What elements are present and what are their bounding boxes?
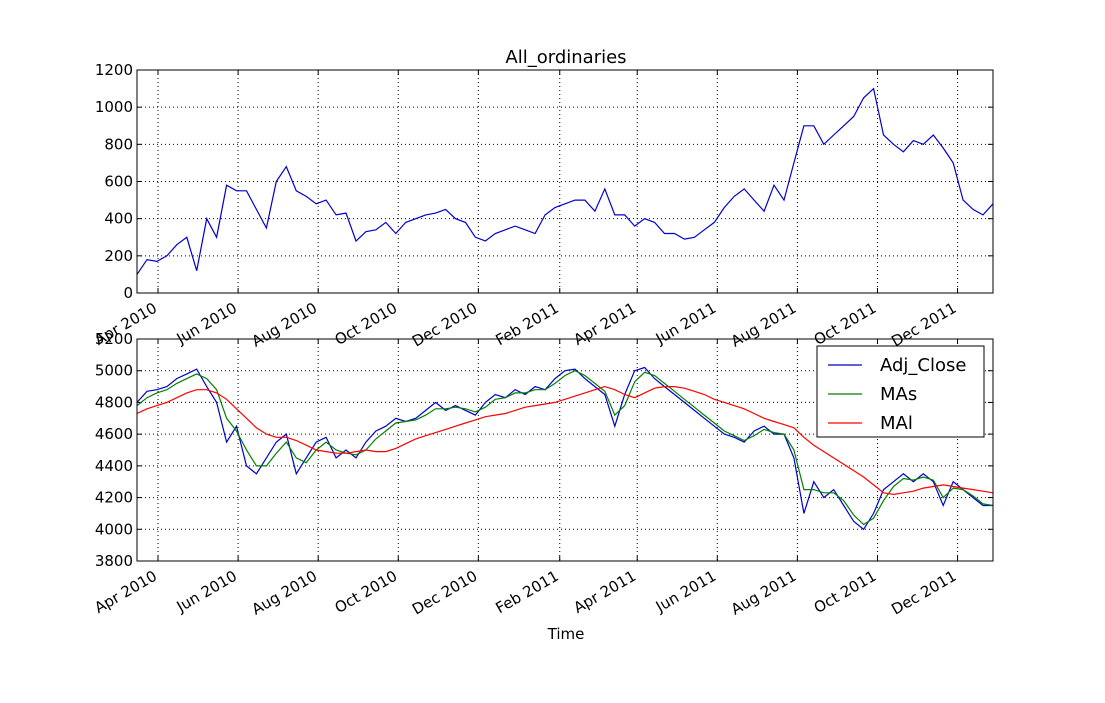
- y-tick-label: 1000: [95, 98, 133, 116]
- y-tick-label: 0: [123, 284, 133, 302]
- x-tick-label: Aug 2010: [249, 567, 321, 619]
- x-tick-label: Aug 2011: [728, 299, 800, 351]
- y-tick-label: 3800: [95, 552, 133, 570]
- x-tick-label: Jun 2011: [652, 299, 719, 348]
- x-tick-label: Aug 2010: [249, 299, 321, 351]
- x-tick-label: Aug 2011: [728, 567, 800, 619]
- y-tick-label: 4000: [95, 520, 133, 538]
- y-tick-label: 400: [104, 210, 133, 228]
- legend-label: Adj_Close: [880, 355, 966, 376]
- y-tick-label: 600: [104, 173, 133, 191]
- y-tick-label: 200: [104, 247, 133, 265]
- y-tick-label: 5200: [95, 330, 133, 348]
- x-tick-label: Jun 2010: [173, 567, 240, 616]
- x-tick-label: Oct 2011: [811, 567, 880, 617]
- x-tick-label: Apr 2011: [571, 299, 640, 349]
- x-tick-label: Oct 2010: [332, 299, 401, 349]
- x-tick-label: Dec 2010: [409, 567, 480, 619]
- legend-label: MAs: [880, 384, 917, 405]
- y-tick-label: 4400: [95, 457, 133, 475]
- axes-frame: [136, 338, 994, 562]
- x-tick-label: Apr 2010: [91, 567, 160, 617]
- y-tick-label: 4200: [95, 489, 133, 507]
- y-tick-label: 5000: [95, 362, 133, 380]
- chart-title: All_ordinaries: [505, 47, 626, 68]
- x-tick-label: Apr 2011: [571, 567, 640, 617]
- series-line: [136, 366, 993, 531]
- series-line: [136, 385, 994, 496]
- legend-label: MAl: [880, 413, 913, 434]
- series-line: [136, 370, 994, 526]
- x-tick-label: Jun 2010: [173, 299, 240, 348]
- x-tick-label: Dec 2011: [888, 567, 959, 619]
- x-tick-label: Dec 2011: [888, 299, 959, 351]
- y-tick-label: 4800: [95, 393, 133, 411]
- axes-frame: [136, 69, 994, 294]
- y-tick-label: 4600: [95, 425, 133, 443]
- series-line: [136, 87, 994, 275]
- x-tick-label: Dec 2010: [409, 299, 480, 351]
- x-tick-label: Feb 2011: [493, 567, 562, 617]
- x-axis-label: Time: [547, 625, 585, 643]
- y-tick-label: 1200: [95, 61, 133, 79]
- y-tick-label: 800: [104, 135, 133, 153]
- x-tick-label: Oct 2011: [811, 299, 880, 349]
- x-tick-label: Feb 2011: [493, 299, 562, 349]
- x-tick-label: Oct 2010: [332, 567, 401, 617]
- legend-frame: [816, 345, 985, 438]
- x-tick-label: Jun 2011: [652, 567, 719, 616]
